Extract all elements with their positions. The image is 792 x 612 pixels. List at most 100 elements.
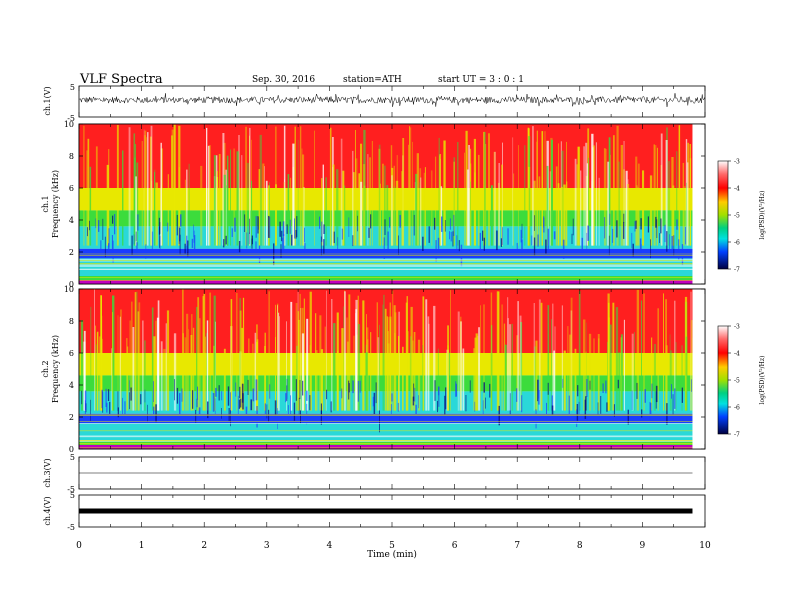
spectrogram-streak [112, 215, 114, 224]
spectrogram-streak [255, 379, 258, 401]
spectrogram-streak [583, 319, 586, 411]
spectrogram-streak [482, 400, 484, 415]
spectrogram-streak [248, 232, 250, 245]
spectrogram-streak [294, 126, 296, 246]
spectrogram-streak [507, 297, 509, 411]
spectrogram-streak [485, 397, 486, 409]
spectrogram-streak [386, 185, 389, 246]
spectrogram-streak [544, 131, 546, 246]
spectrogram-streak [604, 217, 606, 239]
spectrogram-streak [435, 156, 437, 246]
spectrogram-streak [665, 299, 667, 411]
spectrogram-streak [516, 242, 518, 252]
spectrogram-streak [533, 180, 536, 246]
spectrogram-streak [551, 319, 552, 411]
spectrogram-streak [230, 149, 231, 246]
spectrogram-streak [588, 333, 592, 411]
spectrogram-streak [450, 231, 452, 242]
spectrogram-streak [255, 241, 257, 250]
spectrogram-streak [295, 379, 297, 401]
spectrogram-streak [268, 215, 270, 238]
spectrogram-streak [352, 150, 354, 246]
spectrogram-streak [528, 166, 531, 246]
spectrogram-streak [457, 142, 459, 246]
spectrogram-streak [238, 241, 241, 253]
spectrogram-streak [160, 341, 163, 411]
spectrogram-streak [112, 295, 115, 411]
spectrogram-streak [673, 235, 675, 256]
spectrogram-streak [360, 181, 363, 246]
spectrogram-streak [179, 393, 181, 415]
spectrogram-streak [684, 296, 688, 411]
spectrogram-streak [620, 145, 623, 246]
spectrogram-streak [455, 383, 457, 397]
spectrogram-streak [333, 323, 336, 411]
spectrogram-streak [681, 345, 683, 411]
spectrogram-streak [212, 393, 215, 412]
spectrogram-streak [344, 185, 346, 246]
spectrogram-streak [370, 332, 372, 411]
spectrogram-streak [589, 380, 591, 390]
spectrogram-streak [251, 180, 253, 246]
spectrogram-streak [359, 380, 361, 393]
spectrogram-streak [197, 386, 198, 400]
spectrogram-streak [173, 124, 176, 246]
spectrogram-streak [188, 163, 190, 246]
observation-date: Sep. 30, 2016 [252, 75, 316, 85]
spectrogram-streak [186, 235, 188, 253]
freq-tick-label: 8 [69, 152, 74, 161]
spectrogram-streak [342, 170, 345, 246]
spectrogram-streak [655, 385, 658, 403]
spectrogram-streak [437, 348, 439, 411]
spectrogram-streak [137, 214, 139, 231]
spectrogram-streak [607, 293, 610, 411]
spectrogram-band [79, 423, 693, 441]
spectrogram-streak [203, 293, 206, 411]
time-tick-label: 9 [640, 541, 646, 551]
spectrogram-streak [547, 382, 549, 395]
spectrogram-streak [667, 161, 671, 246]
spectrogram-streak [365, 352, 368, 411]
time-tick-label: 8 [577, 541, 583, 551]
spectrogram-streak [438, 386, 440, 396]
spectrogram-streak [493, 151, 496, 246]
spectrogram-streak [102, 218, 104, 240]
spectrogram-streak [623, 169, 625, 246]
spectrogram-streak [534, 215, 535, 231]
spectrogram-streak [286, 378, 288, 399]
spectrogram-streak [434, 380, 436, 401]
spectrogram-streak [444, 395, 446, 415]
spectrogram-streak [238, 135, 240, 246]
spectrogram-streak [275, 126, 277, 246]
spectrogram-streak [521, 395, 523, 413]
spectrogram-streak [483, 131, 485, 246]
spectrogram-streak [402, 138, 405, 246]
ch1-colorbar-label: log(PSD)(V²/Hz) [759, 191, 766, 240]
spectrogram-streak [249, 127, 251, 246]
spectrogram-streak [309, 395, 311, 411]
spectrogram-streak [379, 324, 380, 411]
spectrogram-streak [89, 220, 90, 231]
spectrogram-streak [268, 185, 270, 246]
spectrogram-streak [155, 182, 158, 246]
spectrogram-streak [142, 320, 144, 411]
spectrogram-streak [174, 379, 175, 401]
spectrogram-streak [277, 303, 279, 411]
spectrogram-streak [249, 135, 250, 246]
spectrogram-streak [136, 162, 139, 246]
ch4-waveform-ylabel: ch.4(V) [43, 496, 52, 525]
spectrogram-streak [407, 331, 409, 411]
spectrogram-streak [687, 162, 689, 246]
spectrogram-gap [692, 124, 705, 284]
spectrogram-streak [379, 183, 381, 246]
spectrogram-streak [647, 216, 649, 233]
spectrogram-streak [484, 131, 486, 246]
ch4-waveform-tick-label: -5 [67, 523, 75, 532]
spectrogram-streak [160, 142, 162, 246]
spectrogram-streak [621, 334, 623, 411]
spectrogram-streak [482, 230, 484, 241]
spectrogram-streak [295, 230, 297, 239]
spectrogram-streak [321, 178, 323, 246]
spectrogram-streak [609, 324, 612, 411]
spectrogram-streak [355, 309, 358, 411]
